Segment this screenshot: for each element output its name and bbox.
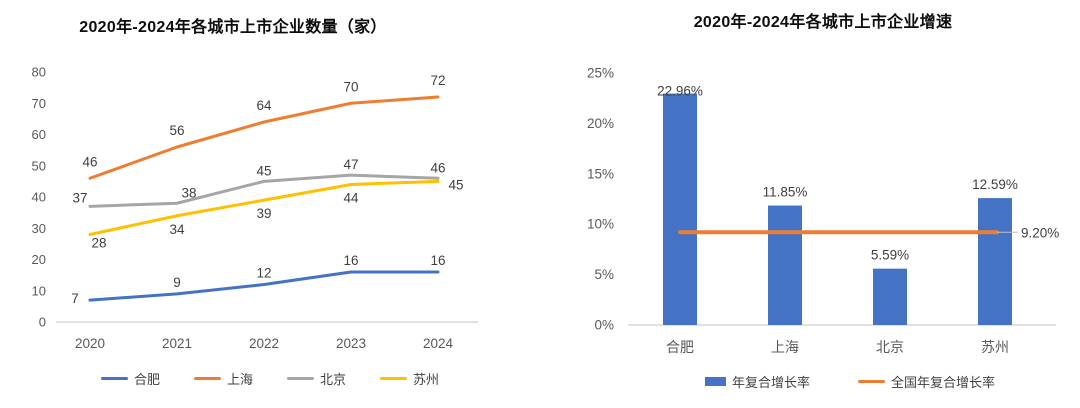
- x-tick-label: 北京: [876, 339, 904, 355]
- x-tick-label: 上海: [771, 339, 799, 355]
- data-label: 38: [181, 185, 196, 200]
- data-label: 45: [256, 163, 271, 178]
- y-tick-label: 60: [32, 127, 46, 142]
- data-label: 39: [256, 206, 271, 221]
- data-label: 37: [72, 190, 87, 205]
- bar-3: [978, 198, 1012, 325]
- legend-line-swatch: [287, 377, 314, 380]
- y-tick-label: 0%: [594, 318, 614, 333]
- x-tick-label: 苏州: [981, 339, 1009, 355]
- data-label: 70: [343, 79, 358, 94]
- legend-label: 北京: [320, 372, 347, 387]
- y-tick-label: 40: [32, 190, 46, 205]
- legend-item: 年复合增长率: [705, 372, 810, 391]
- legend-line-swatch: [193, 377, 221, 380]
- legend-label: 上海: [226, 372, 253, 387]
- data-label: 64: [256, 98, 272, 113]
- line-chart-panel: 2020年-2024年各城市上市企业数量（家） 0 10 20 30 40 50 60 70 8…: [0, 19, 540, 388]
- y-tick-label: 10%: [587, 217, 614, 232]
- legend-line-swatch: [858, 380, 886, 383]
- x-tick-label: 2023: [336, 336, 366, 351]
- y-tick-label: 80: [32, 65, 46, 80]
- line-series-2: [88, 173, 440, 208]
- legend-label: 合肥: [133, 372, 160, 387]
- x-tick-label: 2024: [423, 336, 454, 351]
- legend-rect-swatch: [705, 377, 726, 386]
- data-label: 56: [169, 123, 184, 138]
- data-label: 16: [343, 253, 358, 268]
- x-tick-label: 2022: [249, 336, 279, 351]
- data-label: 46: [82, 154, 97, 169]
- data-label: 28: [91, 236, 106, 251]
- x-tick-label: 合肥: [666, 339, 694, 355]
- y-tick-label: 15%: [587, 166, 614, 181]
- y-tick-label: 30: [32, 221, 46, 236]
- line-series-1: [88, 95, 440, 180]
- x-tick-label: 2021: [162, 336, 192, 351]
- bar-chart: 0% 5% 10% 15% 20% 25% 合肥 上海 北京 苏州 22.96% 11.85% 5.59…: [587, 66, 1059, 356]
- data-label: 7: [71, 291, 79, 306]
- data-label: 47: [343, 157, 358, 172]
- line-series-3: [88, 179, 440, 236]
- y-tick-label: 0: [39, 315, 46, 330]
- line-chart: 0 10 20 30 40 50 60 70 80 2020 2021 2022 2023 2024 7 9 1…: [32, 65, 478, 351]
- y-tick-label: 5%: [594, 267, 614, 282]
- legend-item: 苏州: [380, 369, 439, 388]
- y-tick-label: 50: [32, 158, 46, 173]
- bar-0: [663, 93, 697, 325]
- bar-chart-title: 2020年-2024年各城市上市企业增速: [693, 14, 953, 31]
- data-label: 45: [448, 177, 463, 192]
- bar-2: [873, 268, 907, 325]
- legend-item: 合肥: [100, 369, 160, 388]
- y-tick-label: 25%: [587, 66, 614, 81]
- legend-item: 全国年复合增长率: [858, 372, 995, 391]
- bar-1: [768, 205, 802, 325]
- reference-line-label: 9.20%: [1021, 225, 1059, 240]
- data-label: 9: [173, 275, 181, 290]
- bar-value-label: 22.96%: [657, 84, 703, 99]
- legend-line-swatch: [100, 377, 128, 380]
- y-tick-label: 20: [32, 252, 46, 267]
- line-series-0: [88, 270, 440, 302]
- y-tick-label: 70: [32, 96, 46, 111]
- bar-chart-panel: 2020年-2024年各城市上市企业增速 0% 5% 10% 15% 20% 25% 合肥 上…: [540, 0, 1080, 408]
- data-label: 72: [430, 73, 445, 88]
- bar-value-label: 12.59%: [972, 177, 1018, 192]
- legend-label: 苏州: [413, 372, 440, 387]
- data-label: 34: [169, 222, 185, 237]
- bar-value-label: 5.59%: [871, 248, 909, 263]
- legend-item: 上海: [193, 369, 253, 388]
- legend-item: 北京: [287, 369, 346, 388]
- data-label: 12: [256, 266, 271, 281]
- data-label: 16: [430, 253, 445, 268]
- line-chart-legend: 合肥 上海 北京 苏州: [0, 369, 540, 388]
- bar-value-label: 11.85%: [763, 185, 808, 200]
- x-tick-label: 2020: [75, 336, 105, 351]
- y-tick-label: 20%: [587, 116, 614, 131]
- data-label: 44: [343, 191, 359, 206]
- y-tick-label: 10: [32, 283, 46, 298]
- data-label: 46: [430, 160, 445, 175]
- legend-label: 全国年复合增长率: [891, 375, 996, 390]
- legend-line-swatch: [380, 377, 408, 380]
- line-chart-title: 2020年-2024年各城市上市企业数量（家）: [79, 19, 387, 36]
- bar-chart-legend: 年复合增长率 全国年复合增长率: [705, 372, 995, 391]
- legend-label: 年复合增长率: [732, 375, 811, 390]
